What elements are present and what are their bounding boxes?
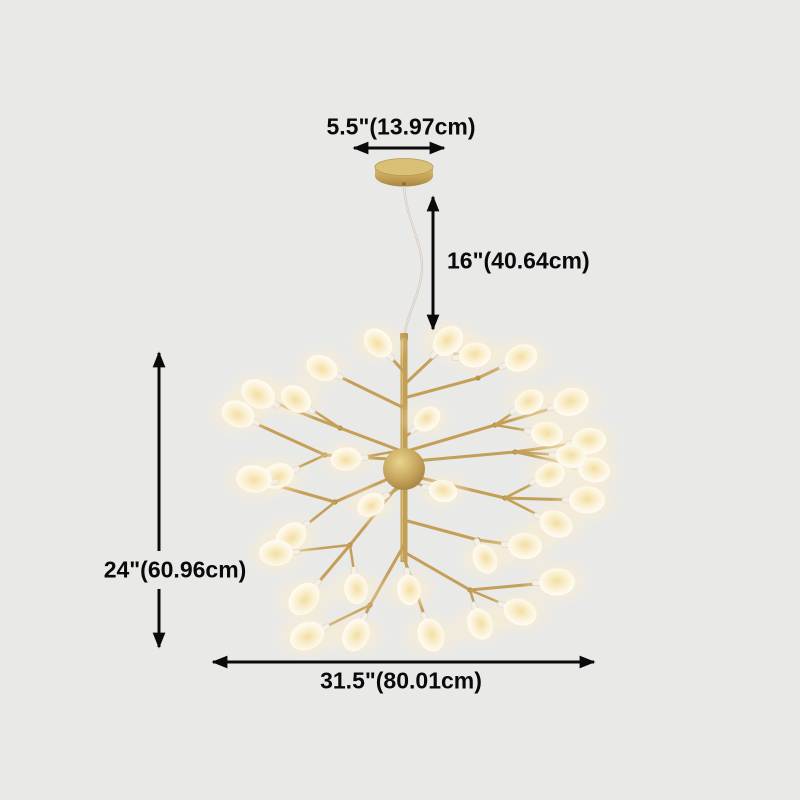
leaf-light (539, 510, 573, 538)
leaf-light (363, 328, 393, 358)
leaf-light (535, 462, 565, 488)
leaf-light (413, 406, 441, 432)
branch-arms (203, 315, 628, 663)
drop-height-label: 16"(40.64cm) (447, 247, 590, 274)
leaf-light (514, 389, 544, 415)
leaf-light (306, 354, 338, 382)
leaf-light (289, 621, 325, 651)
leaf-light (569, 486, 605, 514)
leaf-light (236, 465, 272, 493)
leaf-light (539, 568, 575, 596)
fixture-width-label: 31.5"(80.01cm) (320, 667, 482, 694)
leaf-light (508, 532, 542, 560)
leaf-light (555, 444, 587, 468)
leaf-light (503, 598, 537, 626)
leaf-light (259, 539, 293, 567)
leaf-light (417, 618, 445, 652)
leaf-light (467, 608, 493, 640)
leaf-light (504, 344, 538, 372)
leaf-light (357, 492, 385, 518)
leaf-light (428, 479, 458, 503)
leaf-light (458, 342, 492, 368)
ceiling-canopy (374, 158, 434, 187)
leaf-light (288, 582, 320, 616)
center-sphere-hub (383, 448, 425, 490)
leaf-light (432, 326, 464, 356)
leaf-light (221, 400, 255, 428)
leaf-light (330, 447, 362, 471)
leaf-light (241, 379, 275, 409)
leaf-light (344, 573, 368, 605)
leaf-light (530, 421, 564, 447)
leaf-light (472, 544, 498, 574)
fixture-height-label: 24"(60.96cm) (103, 556, 247, 583)
hanging-cord (402, 185, 424, 343)
canopy-width-label: 5.5"(13.97cm) (326, 113, 476, 140)
leaf-light (577, 457, 611, 483)
leaf-light (281, 385, 311, 413)
leaf-light (553, 387, 589, 417)
leaf-light (397, 574, 421, 606)
leaf-light (342, 618, 370, 652)
